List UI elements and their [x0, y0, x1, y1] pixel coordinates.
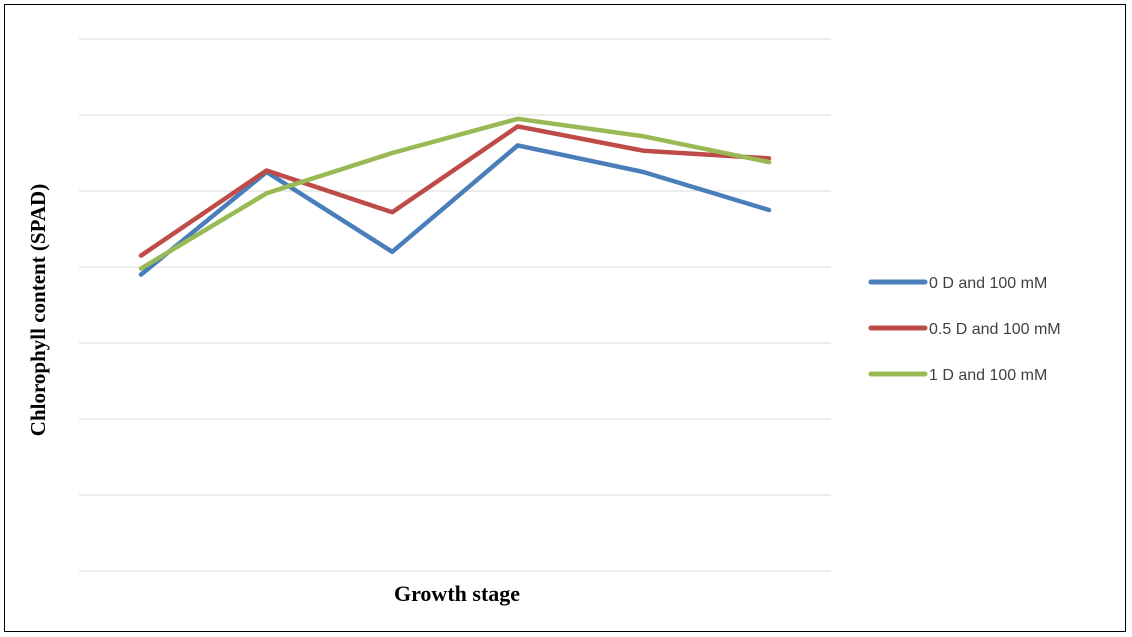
series-line-1 — [138, 143, 772, 277]
legend-label-3: 1 D and 100 mM — [929, 367, 1047, 384]
y-axis-title: Chlorophyll content (SPAD) — [26, 184, 50, 436]
series-line-3 — [138, 116, 772, 271]
series-line-2 — [138, 124, 772, 258]
legend-label-2: 0.5 D and 100 mM — [929, 321, 1061, 338]
line-chart: Chlorophyll content (SPAD) Growth stage … — [26, 38, 1061, 606]
legend-label-1: 0 D and 100 mM — [929, 275, 1047, 292]
gridlines — [79, 38, 831, 572]
chart-frame: Chlorophyll content (SPAD) Growth stage … — [4, 4, 1126, 632]
series-lines — [138, 116, 772, 277]
legend: 0 D and 100 mM 0.5 D and 100 mM 1 D and 10… — [868, 275, 1061, 384]
x-axis-title: Growth stage — [394, 581, 520, 606]
